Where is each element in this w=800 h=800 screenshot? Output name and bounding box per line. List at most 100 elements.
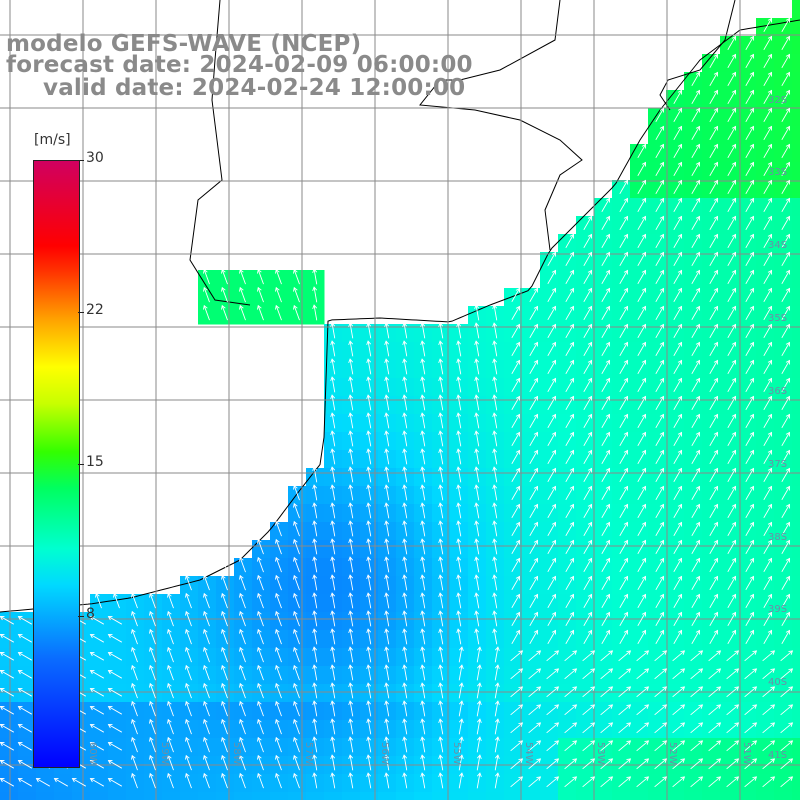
wind-arrow-head — [641, 251, 647, 257]
wind-arrow-head — [608, 722, 614, 727]
wind-arrow-head — [569, 305, 575, 311]
wind-arrow-head — [749, 521, 755, 527]
wind-arrow-head — [677, 125, 683, 131]
wind-arrow-head — [474, 538, 480, 544]
speed-cell — [504, 414, 523, 433]
wind-arrow-head — [605, 485, 611, 491]
speed-cell — [666, 486, 685, 505]
wind-arrow-head — [366, 340, 372, 346]
speed-cell — [630, 558, 649, 577]
wind-arrow-head — [698, 722, 704, 727]
speed-cell — [702, 324, 721, 343]
wind-arrow — [239, 269, 246, 285]
wind-arrow-head — [221, 700, 226, 706]
speed-cell — [792, 342, 800, 361]
wind-arrow — [745, 414, 754, 429]
wind-arrow — [511, 504, 520, 519]
wind-arrow-head — [533, 341, 539, 347]
wind-arrow-head — [695, 467, 701, 473]
wind-arrow-head — [456, 466, 462, 472]
speed-cell — [576, 738, 595, 757]
wind-arrow-head — [275, 700, 280, 706]
wind-arrow — [349, 359, 354, 375]
speed-cell — [378, 648, 397, 667]
wind-arrow — [457, 323, 462, 339]
speed-cell — [648, 216, 667, 235]
speed-cell — [450, 396, 469, 415]
wind-arrow-head — [456, 430, 462, 436]
wind-arrow — [655, 468, 664, 483]
wind-arrow — [709, 198, 718, 213]
wind-arrow — [403, 773, 408, 789]
wind-arrow — [275, 269, 282, 285]
speed-cell — [756, 36, 775, 55]
wind-arrow — [385, 467, 390, 483]
speed-cell — [468, 414, 487, 433]
wind-arrow — [385, 521, 390, 537]
speed-cell — [432, 450, 451, 469]
wind-arrow-head — [366, 574, 372, 580]
wind-arrow — [763, 90, 772, 105]
wind-arrow — [672, 686, 685, 698]
wind-arrow-head — [458, 754, 464, 760]
wind-arrow-head — [149, 682, 154, 688]
wind-arrow — [221, 269, 228, 285]
wind-arrow — [691, 72, 700, 87]
speed-cell — [792, 774, 800, 793]
speed-cell — [342, 342, 361, 361]
wind-arrow — [458, 665, 463, 681]
speed-cell — [522, 576, 541, 595]
wind-arrow — [727, 36, 736, 51]
wind-arrow — [313, 503, 318, 519]
wind-arrow-head — [420, 700, 426, 706]
speed-cell — [468, 504, 487, 523]
wind-arrow — [421, 683, 426, 699]
speed-cell — [756, 648, 775, 667]
wind-arrow-head — [713, 341, 719, 347]
wind-arrow — [708, 668, 721, 680]
wind-arrow-head — [185, 700, 190, 706]
wind-arrow — [565, 252, 574, 267]
wind-arrow-head — [420, 502, 426, 508]
wind-arrow — [637, 396, 646, 411]
wind-arrow-head — [551, 449, 557, 455]
wind-arrow-head — [293, 520, 298, 526]
wind-arrow-head — [348, 520, 354, 526]
wind-arrow — [744, 686, 757, 698]
speed-cell — [774, 90, 793, 109]
wind-arrow-head — [17, 633, 23, 639]
wind-arrow — [637, 522, 646, 537]
speed-cell — [792, 54, 800, 73]
wind-arrow-head — [474, 322, 480, 328]
colorbar-tick-22: 22 — [86, 302, 104, 318]
wind-arrow — [691, 288, 700, 303]
speed-cell — [396, 324, 415, 343]
wind-arrow-head — [734, 668, 740, 673]
wind-arrow — [349, 323, 354, 339]
wind-arrow — [95, 593, 102, 609]
wind-arrow-head — [438, 592, 444, 598]
lon-label: 51W — [741, 742, 752, 765]
wind-arrow-head — [731, 629, 737, 635]
speed-cell — [756, 306, 775, 325]
speed-cell — [666, 684, 685, 703]
speed-cell — [540, 558, 559, 577]
wind-arrow-head — [749, 413, 755, 419]
wind-arrow-head — [515, 341, 521, 347]
wind-arrow — [475, 341, 480, 357]
wind-arrow — [709, 432, 718, 447]
wind-arrow — [349, 539, 354, 555]
wind-arrow — [600, 686, 613, 698]
wind-arrow-head — [734, 704, 740, 709]
wind-arrow — [475, 359, 480, 375]
wind-arrow-head — [713, 215, 719, 221]
speed-cell — [558, 378, 577, 397]
speed-cell — [702, 432, 721, 451]
speed-cell — [684, 594, 703, 613]
speed-cell — [522, 720, 541, 739]
wind-arrow — [331, 575, 336, 591]
wind-arrow-head — [474, 376, 480, 382]
speed-cell — [666, 108, 685, 127]
wind-arrow — [744, 776, 757, 788]
speed-cell — [432, 630, 451, 649]
